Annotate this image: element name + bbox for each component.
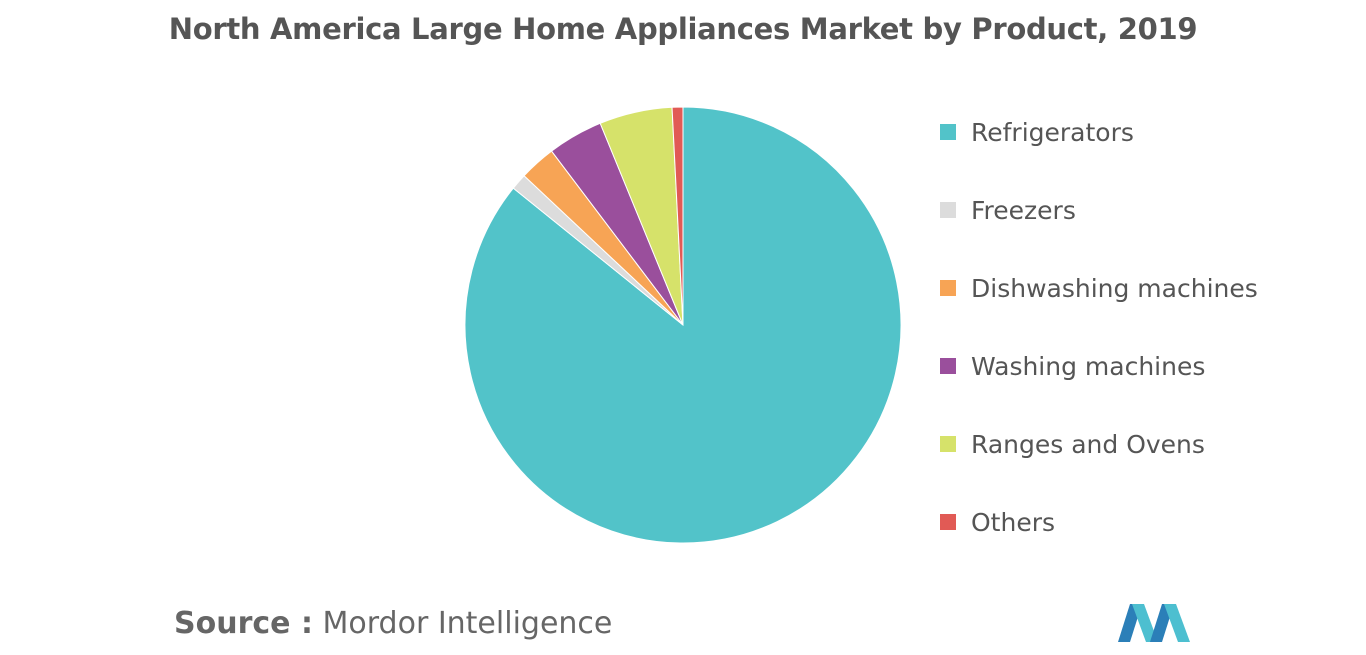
legend-label: Refrigerators <box>971 117 1134 147</box>
legend-swatch <box>940 124 956 140</box>
legend-label: Dishwashing machines <box>971 273 1258 303</box>
source-note: Source : Mordor Intelligence <box>174 606 612 641</box>
legend-item: Dishwashing machines <box>940 268 1360 308</box>
legend-item: Others <box>940 502 1360 542</box>
legend-item: Refrigerators <box>940 112 1360 152</box>
chart-title: North America Large Home Appliances Mark… <box>168 12 1198 46</box>
legend-label: Others <box>971 507 1056 537</box>
source-label: Source : <box>174 606 313 641</box>
legend-swatch <box>940 514 956 530</box>
legend-item: Washing machines <box>940 346 1360 386</box>
legend-swatch <box>940 436 956 452</box>
legend-label: Freezers <box>971 195 1076 225</box>
legend-label: Washing machines <box>971 351 1206 381</box>
mordor-intelligence-logo-icon <box>1118 604 1190 642</box>
legend-swatch <box>940 358 956 374</box>
legend-swatch <box>940 280 956 296</box>
legend-label: Ranges and Ovens <box>971 429 1205 459</box>
legend-item: Freezers <box>940 190 1360 230</box>
legend-item: Ranges and Ovens <box>940 424 1360 464</box>
pie-slice-others <box>671 106 684 326</box>
legend-swatch <box>940 202 956 218</box>
source-text: Mordor Intelligence <box>322 606 613 641</box>
